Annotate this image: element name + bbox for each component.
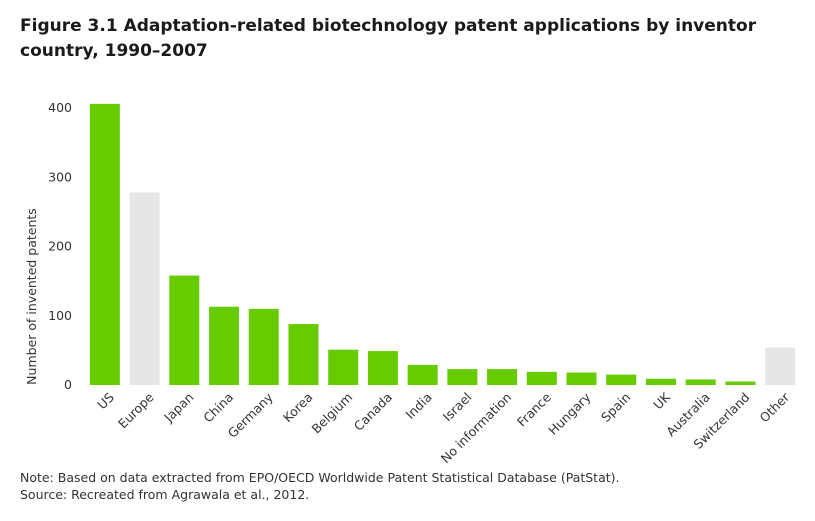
x-tick-label: Other (757, 389, 793, 425)
x-tick-label: Europe (115, 389, 157, 431)
x-tick-label: Korea (280, 390, 316, 426)
bar-chart: 0 100 200 300 400 Number of invented patents U… (24, 100, 796, 466)
source-text: Source: Recreated from Agrawala et al., … (20, 487, 310, 502)
y-tick-label: 400 (48, 100, 72, 115)
x-tick-label: Spain (598, 390, 633, 425)
bar (765, 347, 796, 385)
y-tick-label: 300 (48, 169, 72, 184)
x-tick-label: Hungary (545, 389, 594, 438)
bar (685, 379, 716, 385)
x-tick-label: Belgium (308, 390, 355, 437)
x-tick-label: Canada (351, 390, 395, 434)
bar (209, 306, 240, 385)
bar (129, 192, 160, 385)
bar (447, 369, 478, 385)
bar (487, 369, 518, 385)
bar (725, 381, 756, 385)
chart-notes: Note: Based on data extracted from EPO/O… (20, 469, 620, 503)
x-tick-label: UK (650, 389, 673, 412)
bar (606, 374, 637, 385)
bar (89, 103, 120, 385)
x-tick-label: No information (438, 390, 514, 466)
chart-title: Figure 3.1 Adaptation-related biotechnol… (20, 16, 757, 61)
x-tick-label: China (200, 390, 236, 426)
bar (407, 364, 438, 385)
bar (248, 308, 279, 385)
x-tick-label: Japan (160, 390, 196, 426)
y-axis-label: Number of invented patents (24, 208, 39, 385)
note-text: Note: Based on data extracted from EPO/O… (20, 470, 620, 485)
bar (566, 372, 597, 385)
bar (288, 324, 319, 385)
x-tick-label: India (402, 390, 434, 422)
bar (367, 351, 398, 385)
bar (645, 378, 676, 385)
y-tick-label: 100 (48, 308, 72, 323)
bar (526, 371, 557, 385)
y-tick-label: 200 (48, 239, 72, 254)
bar (328, 349, 359, 385)
x-tick-label: Israel (440, 390, 475, 425)
bar (169, 275, 200, 385)
y-tick-label: 0 (64, 377, 72, 392)
x-tick-label: US (94, 389, 117, 412)
